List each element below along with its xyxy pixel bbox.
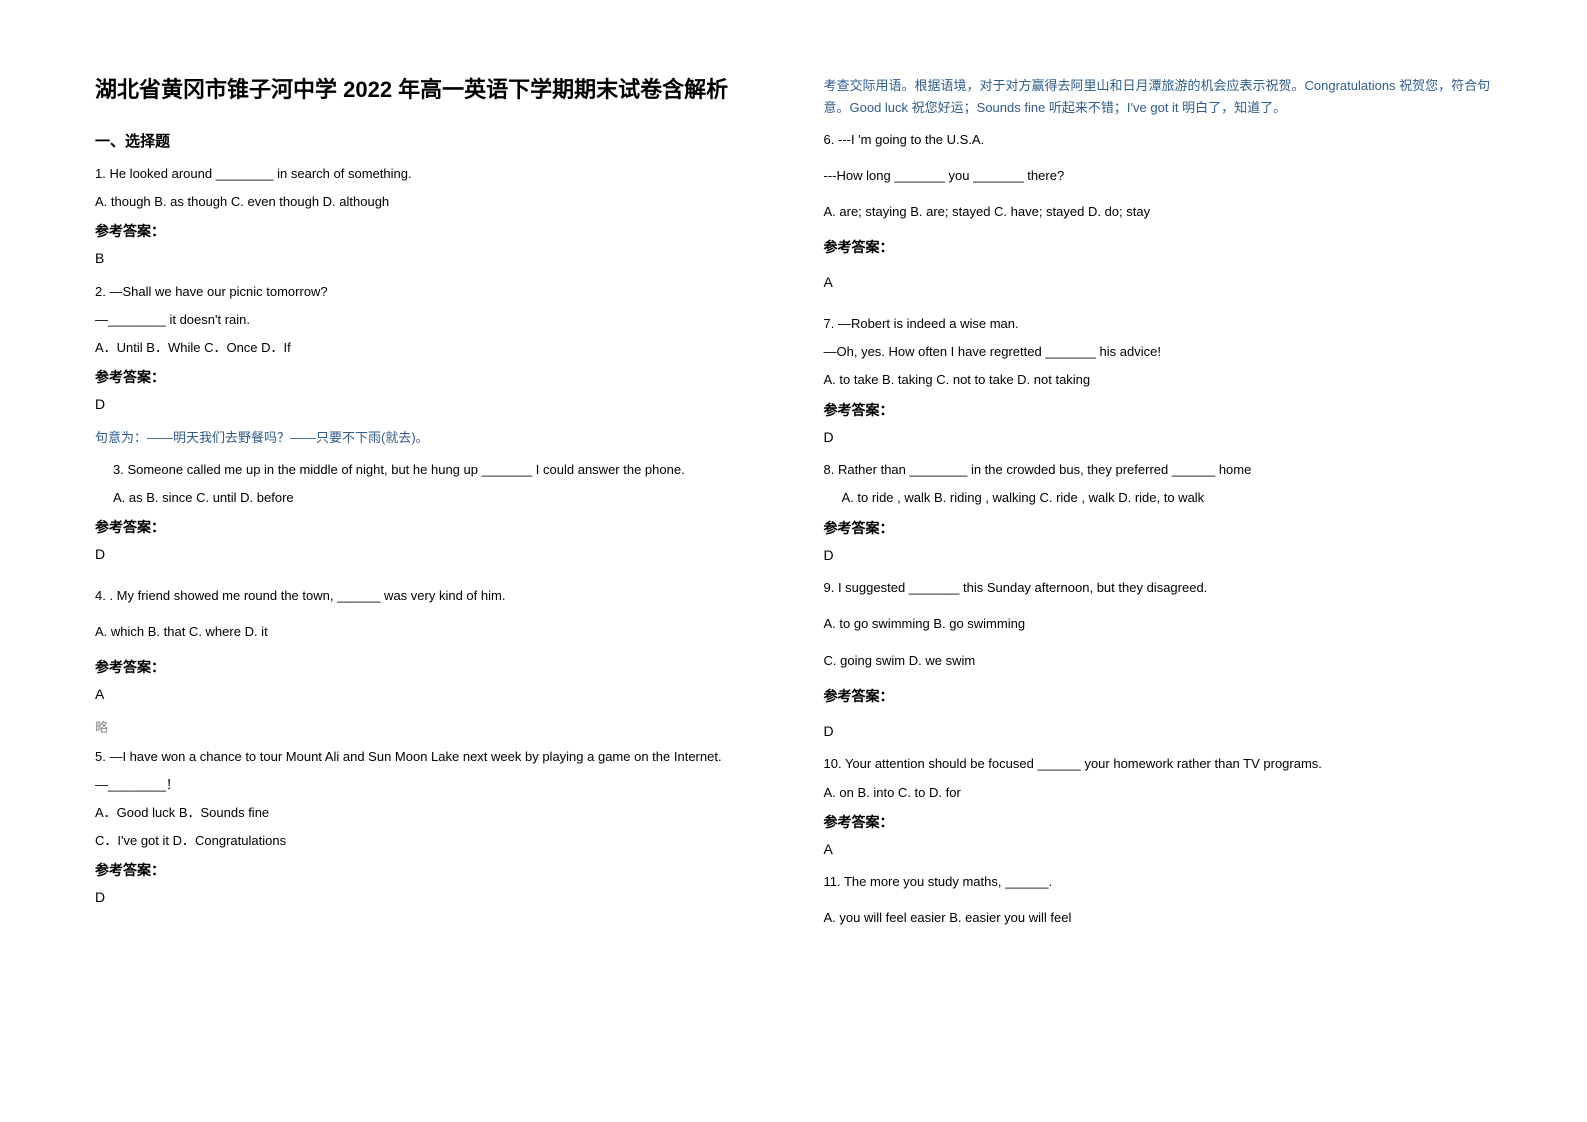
- q2-explanation: 句意为：——明天我们去野餐吗？——只要不下雨(就去)。: [95, 427, 764, 449]
- q1-answer: B: [95, 247, 764, 271]
- q6-text2: ---How long _______ you _______ there?: [824, 165, 1493, 187]
- q4-omit: 略: [95, 717, 764, 736]
- q9-answer: D: [824, 720, 1493, 744]
- q1-text: 1. He looked around ________ in search o…: [95, 163, 764, 185]
- q6-text: 6. ---I 'm going to the U.S.A.: [824, 129, 1493, 151]
- q10-answer-label: 参考答案：: [824, 812, 1493, 832]
- q2-text: 2. —Shall we have our picnic tomorrow?: [95, 281, 764, 303]
- q6-answer-label: 参考答案：: [824, 237, 1493, 257]
- q3-answer: D: [95, 543, 764, 567]
- q4-text: 4. . My friend showed me round the town,…: [95, 585, 764, 607]
- q6-answer: A: [824, 271, 1493, 295]
- q10-options: A. on B. into C. to D. for: [824, 782, 1493, 804]
- q8-text: 8. Rather than ________ in the crowded b…: [824, 459, 1493, 481]
- q9-options1: A. to go swimming B. go swimming: [824, 613, 1493, 635]
- q1-answer-label: 参考答案：: [95, 221, 764, 241]
- q4-options: A. which B. that C. where D. it: [95, 621, 764, 643]
- q10-answer: A: [824, 838, 1493, 862]
- q2-text2: —________ it doesn't rain.: [95, 309, 764, 331]
- q7-answer-label: 参考答案：: [824, 400, 1493, 420]
- q6-options: A. are; staying B. are; stayed C. have; …: [824, 201, 1493, 223]
- q4-answer: A: [95, 683, 764, 707]
- document-title: 湖北省黄冈市锥子河中学 2022 年高一英语下学期期末试卷含解析: [95, 75, 764, 106]
- q10-text: 10. Your attention should be focused ___…: [824, 753, 1493, 775]
- q5-answer: D: [95, 886, 764, 910]
- q8-options: A. to ride , walk B. riding , walking C.…: [824, 487, 1493, 509]
- q3-answer-label: 参考答案：: [95, 517, 764, 537]
- q3-options: A. as B. since C. until D. before: [95, 487, 764, 509]
- q5-text2: —________！: [95, 774, 764, 796]
- q5-text: 5. —I have won a chance to tour Mount Al…: [95, 746, 764, 768]
- q8-answer-label: 参考答案：: [824, 518, 1493, 538]
- q7-text2: —Oh, yes. How often I have regretted ___…: [824, 341, 1493, 363]
- left-column: 湖北省黄冈市锥子河中学 2022 年高一英语下学期期末试卷含解析 一、选择题 1…: [95, 75, 764, 1047]
- q7-answer: D: [824, 426, 1493, 450]
- q11-text: 11. The more you study maths, ______.: [824, 871, 1493, 893]
- q9-text: 9. I suggested _______ this Sunday after…: [824, 577, 1493, 599]
- q11-options: A. you will feel easier B. easier you wi…: [824, 907, 1493, 929]
- q1-options: A. though B. as though C. even though D.…: [95, 191, 764, 213]
- q5-options1: A．Good luck B．Sounds fine: [95, 802, 764, 824]
- q7-options: A. to take B. taking C. not to take D. n…: [824, 369, 1493, 391]
- right-column: 考查交际用语。根据语境，对于对方赢得去阿里山和日月潭旅游的机会应表示祝贺。Con…: [824, 75, 1493, 1047]
- q5-options2: C．I've got it D．Congratulations: [95, 830, 764, 852]
- top-explanation: 考查交际用语。根据语境，对于对方赢得去阿里山和日月潭旅游的机会应表示祝贺。Con…: [824, 75, 1493, 119]
- q3-text: 3. Someone called me up in the middle of…: [95, 459, 764, 481]
- q5-answer-label: 参考答案：: [95, 860, 764, 880]
- q4-answer-label: 参考答案：: [95, 657, 764, 677]
- q9-answer-label: 参考答案：: [824, 686, 1493, 706]
- q9-options2: C. going swim D. we swim: [824, 650, 1493, 672]
- q2-answer-label: 参考答案：: [95, 367, 764, 387]
- q8-answer: D: [824, 544, 1493, 568]
- q7-text: 7. —Robert is indeed a wise man.: [824, 313, 1493, 335]
- q2-options: A．Until B．While C．Once D．If: [95, 337, 764, 359]
- q2-answer: D: [95, 393, 764, 417]
- section-header: 一、选择题: [95, 130, 764, 151]
